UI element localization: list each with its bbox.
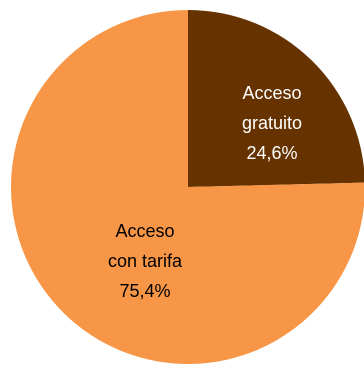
slice-label-gratuito-line2: gratuito (242, 113, 302, 133)
slice-label-acceso-gratuito: Acceso gratuito 24,6% (242, 83, 302, 163)
slice-value-tarifa: 75,4% (119, 281, 170, 301)
pie-slice-1 (11, 10, 364, 364)
slice-label-acceso-con-tarifa: Acceso con tarifa 75,4% (108, 221, 183, 301)
pie-slice-0 (188, 10, 364, 187)
slice-label-tarifa-line2: con tarifa (108, 251, 183, 271)
slice-label-tarifa-line1: Acceso (115, 221, 174, 241)
slice-label-gratuito-line1: Acceso (242, 83, 301, 103)
pie-slices (11, 10, 364, 364)
slice-value-gratuito: 24,6% (246, 143, 297, 163)
